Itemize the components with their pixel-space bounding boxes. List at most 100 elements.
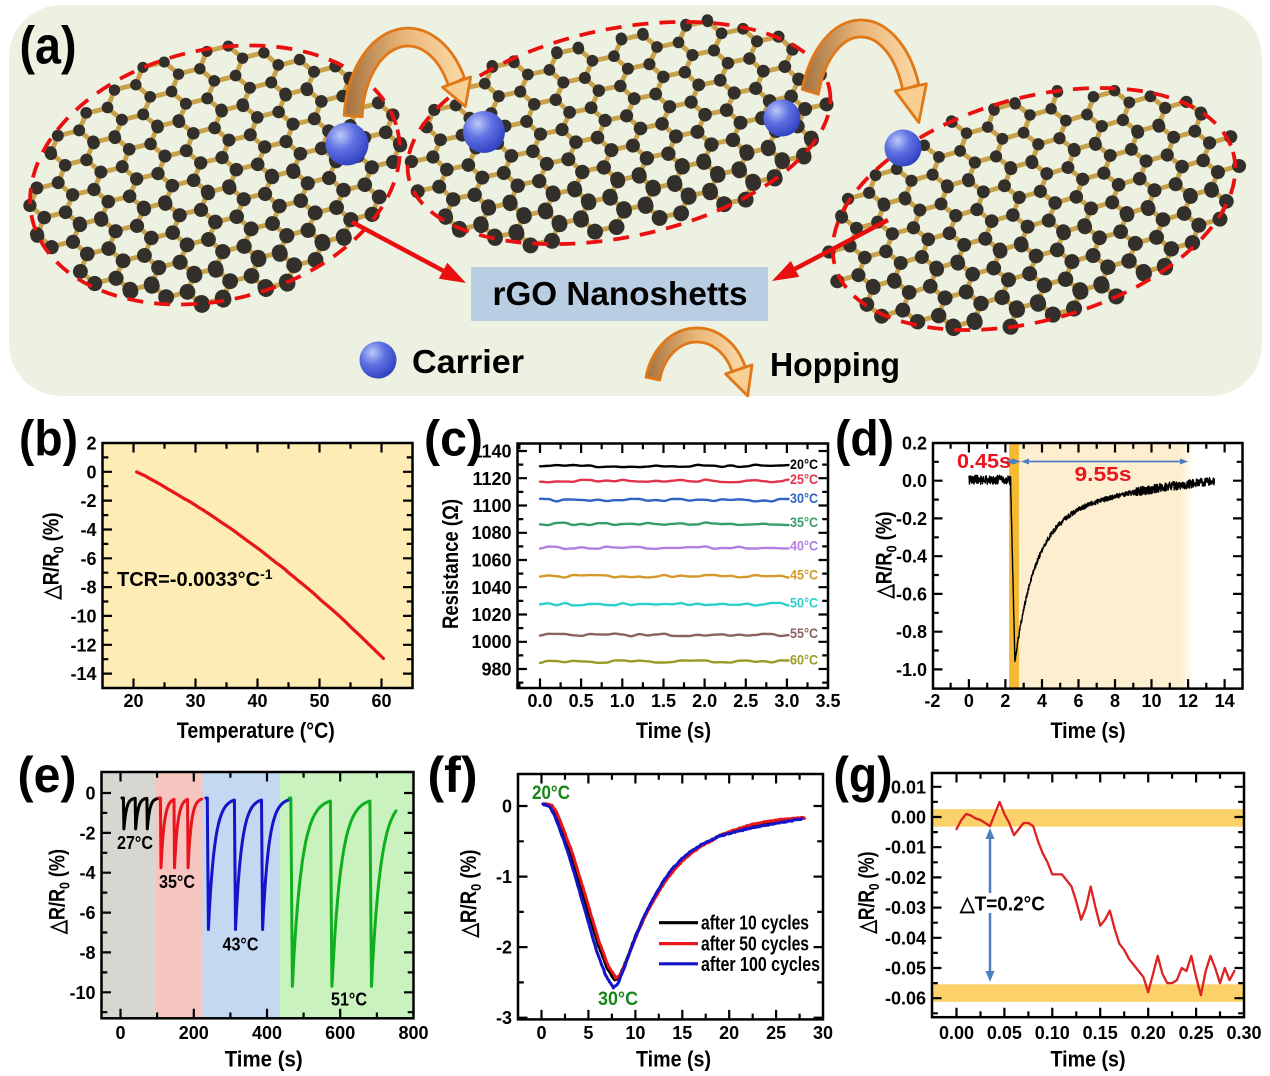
svg-text:30: 30: [813, 1023, 833, 1043]
svg-text:1080: 1080: [471, 523, 511, 543]
svg-text:0.10: 0.10: [1035, 1023, 1070, 1043]
svg-text:0.0: 0.0: [902, 471, 927, 491]
svg-text:0: 0: [502, 797, 512, 817]
svg-text:45°C: 45°C: [790, 566, 818, 582]
svg-text:-4: -4: [80, 520, 96, 540]
svg-text:12: 12: [1178, 691, 1198, 711]
svg-text:-10: -10: [69, 983, 95, 1003]
svg-text:-6: -6: [80, 549, 96, 569]
svg-text:(c): (c): [424, 411, 483, 467]
svg-text:0.05: 0.05: [987, 1023, 1022, 1043]
svg-text:Time (s): Time (s): [1051, 1047, 1126, 1072]
svg-text:30°C: 30°C: [790, 490, 818, 506]
svg-text:10: 10: [1141, 691, 1161, 711]
svg-text:0: 0: [85, 784, 95, 804]
svg-text:20°C: 20°C: [790, 456, 818, 472]
svg-text:rGO Nanoshetts: rGO Nanoshetts: [493, 275, 748, 312]
svg-text:0.2: 0.2: [902, 434, 927, 454]
svg-text:Time (s): Time (s): [225, 1047, 303, 1072]
svg-text:(d): (d): [835, 411, 894, 467]
svg-text:3.5: 3.5: [815, 691, 840, 711]
svg-text:35°C: 35°C: [790, 514, 818, 530]
svg-text:800: 800: [398, 1023, 428, 1043]
svg-text:1020: 1020: [471, 605, 511, 625]
svg-text:55°C: 55°C: [790, 625, 818, 641]
svg-text:(f): (f): [428, 747, 478, 803]
svg-text:-2: -2: [924, 691, 940, 711]
svg-text:TCR=-0.0033°C-1: TCR=-0.0033°C-1: [117, 566, 273, 591]
svg-text:40°C: 40°C: [790, 538, 818, 554]
svg-text:0.25: 0.25: [1179, 1023, 1214, 1043]
svg-text:-2: -2: [80, 491, 96, 511]
svg-text:Time (s): Time (s): [1051, 718, 1126, 743]
svg-text:15: 15: [672, 1023, 692, 1043]
svg-text:30°C: 30°C: [598, 989, 638, 1010]
svg-text:980: 980: [481, 660, 511, 680]
svg-text:-0.8: -0.8: [896, 622, 927, 642]
svg-text:60°C: 60°C: [790, 652, 818, 668]
svg-text:60: 60: [371, 691, 391, 711]
svg-text:2: 2: [1000, 691, 1010, 711]
svg-text:1060: 1060: [471, 551, 511, 571]
svg-text:-0.01: -0.01: [885, 838, 926, 858]
svg-text:Time (s): Time (s): [636, 1047, 711, 1072]
svg-text:△R/R0 (%): △R/R0 (%): [872, 512, 901, 600]
svg-text:2: 2: [86, 434, 96, 454]
svg-text:-0.04: -0.04: [885, 928, 926, 948]
svg-text:-10: -10: [70, 606, 96, 626]
svg-text:-1: -1: [496, 867, 512, 887]
svg-text:-2: -2: [496, 938, 512, 958]
svg-text:0.45s: 0.45s: [957, 451, 1011, 473]
svg-text:0: 0: [86, 462, 96, 482]
svg-text:40: 40: [247, 691, 267, 711]
svg-text:50: 50: [309, 691, 329, 711]
svg-text:2.5: 2.5: [733, 691, 758, 711]
svg-text:20°C: 20°C: [532, 783, 570, 804]
svg-text:-0.03: -0.03: [885, 898, 926, 918]
svg-text:43°C: 43°C: [223, 935, 259, 955]
svg-text:9.55s: 9.55s: [1075, 464, 1132, 486]
svg-text:-0.4: -0.4: [896, 547, 927, 567]
svg-text:-8: -8: [80, 578, 96, 598]
svg-text:400: 400: [252, 1023, 282, 1043]
svg-text:after 50 cycles: after 50 cycles: [701, 934, 809, 956]
svg-text:△R/R0 (%): △R/R0 (%): [45, 849, 74, 935]
svg-text:Carrier: Carrier: [412, 343, 524, 380]
svg-text:8: 8: [1110, 691, 1120, 711]
svg-text:after 100 cycles: after 100 cycles: [701, 954, 820, 976]
svg-text:27°C: 27°C: [117, 833, 153, 853]
svg-text:4: 4: [1037, 691, 1047, 711]
svg-text:2.0: 2.0: [692, 691, 717, 711]
svg-text:1120: 1120: [472, 469, 511, 489]
svg-text:14: 14: [1215, 691, 1235, 711]
svg-text:25°C: 25°C: [790, 471, 818, 487]
svg-text:10: 10: [625, 1023, 645, 1043]
svg-text:-4: -4: [79, 863, 95, 883]
svg-text:1140: 1140: [472, 442, 511, 462]
svg-text:600: 600: [325, 1023, 355, 1043]
svg-text:△R/R0 (%): △R/R0 (%): [456, 850, 485, 939]
svg-text:20: 20: [123, 691, 143, 711]
svg-text:1100: 1100: [472, 496, 511, 516]
svg-text:-1.0: -1.0: [896, 660, 927, 680]
svg-text:-0.05: -0.05: [885, 959, 926, 979]
svg-text:25: 25: [766, 1023, 786, 1043]
svg-text:-0.2: -0.2: [896, 509, 927, 529]
svg-text:Resistance (Ω): Resistance (Ω): [438, 499, 463, 629]
svg-text:30: 30: [185, 691, 205, 711]
svg-text:-12: -12: [70, 635, 96, 655]
svg-text:0.20: 0.20: [1131, 1023, 1166, 1043]
svg-text:1000: 1000: [471, 632, 511, 652]
svg-text:50°C: 50°C: [790, 594, 818, 610]
svg-text:5: 5: [583, 1023, 593, 1043]
svg-text:0.00: 0.00: [939, 1023, 974, 1043]
svg-text:after 10 cycles: after 10 cycles: [701, 913, 809, 935]
svg-text:-0.6: -0.6: [896, 584, 927, 604]
svg-text:-2: -2: [79, 823, 95, 843]
svg-text:1.0: 1.0: [610, 691, 635, 711]
svg-text:-3: -3: [496, 1008, 512, 1028]
svg-text:1.5: 1.5: [651, 691, 676, 711]
svg-text:Time (s): Time (s): [636, 718, 711, 743]
svg-text:200: 200: [179, 1023, 209, 1043]
svg-text:Temperature (°C): Temperature (°C): [177, 718, 335, 743]
